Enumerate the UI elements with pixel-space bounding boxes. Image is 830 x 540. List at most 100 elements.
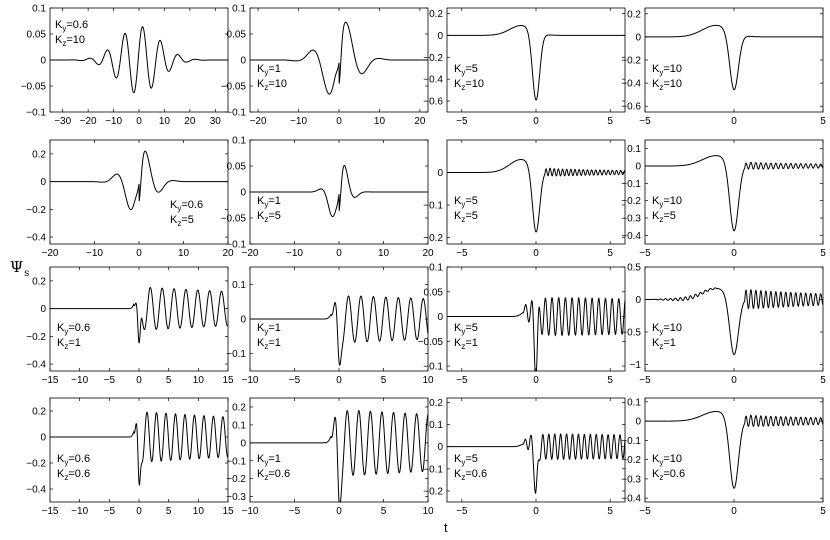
y-tick-label: −0.2	[621, 455, 641, 466]
k-subscript: y	[461, 200, 465, 209]
annotation-line-z: Kz=1	[652, 337, 676, 351]
y-tick-label: 0.1	[232, 4, 246, 15]
annotation-line-z: Kz=10	[55, 34, 85, 48]
k-subscript: z	[461, 83, 465, 92]
k-subscript: z	[461, 473, 465, 482]
x-tick-label: 5	[820, 116, 826, 127]
plot-frame	[644, 266, 824, 372]
plot-frame	[446, 139, 626, 245]
k-symbol: K	[652, 210, 660, 222]
series-line	[447, 433, 626, 494]
subplot-r3c2: −5 0 5−0.2−0.100.10.2Ky=5Kz=0.6	[423, 397, 626, 517]
y-tick-label: 0.2	[32, 407, 46, 418]
subplot-r2c0: −15 −10 −5 0 5 10 15−0.4−0.200.2Ky=0.6Kz=1	[26, 266, 234, 386]
x-tick-label: 10	[193, 506, 205, 517]
plot-frame	[446, 266, 626, 372]
y-tick-label: 0.1	[232, 420, 246, 431]
y-tick-label: −0.4	[26, 485, 46, 496]
annotation-line-y: Ky=1	[257, 195, 281, 209]
k-value: =5	[663, 210, 676, 222]
k-subscript: z	[659, 342, 663, 351]
annotation-line-z: Kz=0.6	[57, 468, 90, 482]
k-value: =10	[268, 78, 287, 90]
annotation-line-y: Ky=5	[454, 63, 478, 77]
y-tick-label: −0.2	[226, 474, 246, 485]
y-tick-label: 0.2	[232, 402, 246, 413]
x-tick-label: −10	[71, 506, 88, 517]
y-axis-label-main: Ψ	[10, 258, 24, 276]
x-tick-label: −5	[456, 116, 468, 127]
k-symbol: K	[57, 468, 65, 480]
x-tick-label: −20	[42, 248, 59, 259]
x-tick-label: −5	[639, 248, 651, 259]
series-line	[50, 286, 229, 344]
k-symbol: K	[454, 63, 462, 75]
k-value: =1	[268, 195, 281, 207]
annotation: Ky=5Kz=10	[454, 63, 484, 92]
plot-frame	[446, 7, 626, 113]
annotation: Ky=1Kz=10	[257, 63, 287, 92]
k-value: =5	[465, 63, 478, 75]
k-symbol: K	[257, 195, 265, 207]
x-tick-label: −10	[242, 506, 259, 517]
k-subscript: y	[659, 200, 663, 209]
k-symbol: K	[454, 78, 462, 90]
x-tick-label: 5	[607, 116, 613, 127]
annotation: Ky=1Kz=5	[257, 195, 281, 224]
annotation-line-z: Kz=10	[652, 78, 682, 92]
y-tick-label: −0.6	[423, 97, 443, 108]
x-tick-label: −20	[80, 116, 97, 127]
y-tick-label: −0.1	[226, 240, 246, 251]
x-tick-label: 0	[336, 116, 342, 127]
y-tick-label: 0	[635, 417, 641, 428]
k-value: =10	[465, 78, 484, 90]
x-tick-label: 15	[222, 375, 234, 386]
k-subscript: z	[64, 342, 68, 351]
y-tick-label: −0.2	[423, 233, 443, 244]
k-value: =1	[465, 337, 478, 349]
y-tick-label: −0.2	[621, 196, 641, 207]
x-tick-label: 10	[378, 248, 390, 259]
k-symbol: K	[257, 322, 265, 334]
series-line	[645, 411, 824, 489]
k-symbol: K	[652, 337, 660, 349]
y-tick-label: 0	[635, 32, 641, 43]
x-tick-label: −5	[639, 375, 651, 386]
annotation-line-z: Kz=1	[257, 337, 281, 351]
y-tick-label: −0.4	[26, 233, 46, 244]
k-symbol: K	[170, 214, 178, 226]
k-value: =10	[663, 63, 682, 75]
annotation-line-y: Ky=1	[257, 453, 281, 467]
annotation-line-y: Ky=10	[652, 322, 682, 336]
y-tick-label: −0.6	[621, 102, 641, 113]
plot-frame	[644, 7, 824, 113]
k-symbol: K	[257, 78, 265, 90]
k-symbol: K	[454, 195, 462, 207]
y-tick-label: 0	[240, 438, 246, 449]
y-tick-label: 0	[635, 162, 641, 173]
x-tick-label: 0	[533, 506, 539, 517]
x-tick-label: −15	[42, 375, 59, 386]
k-value: =1	[268, 322, 281, 334]
x-tick-label: 5	[381, 375, 387, 386]
x-tick-label: −30	[54, 116, 71, 127]
y-tick-label: −0.4	[621, 231, 641, 242]
k-subscript: z	[659, 473, 663, 482]
x-tick-label: 0	[136, 375, 142, 386]
annotation-line-z: Kz=10	[257, 78, 287, 92]
k-symbol: K	[652, 63, 660, 75]
k-value: =0.6	[181, 199, 203, 211]
y-tick-label: 0.1	[627, 144, 641, 155]
k-subscript: z	[659, 83, 663, 92]
y-tick-label: −0.05	[221, 82, 247, 93]
y-tick-label: 0.5	[627, 263, 641, 274]
x-tick-label: 5	[381, 506, 387, 517]
annotation-line-y: Ky=0.6	[57, 322, 90, 336]
x-tick-label: 0	[731, 506, 737, 517]
k-subscript: y	[64, 327, 68, 336]
y-tick-label: 0.05	[27, 30, 47, 41]
k-subscript: y	[461, 327, 465, 336]
